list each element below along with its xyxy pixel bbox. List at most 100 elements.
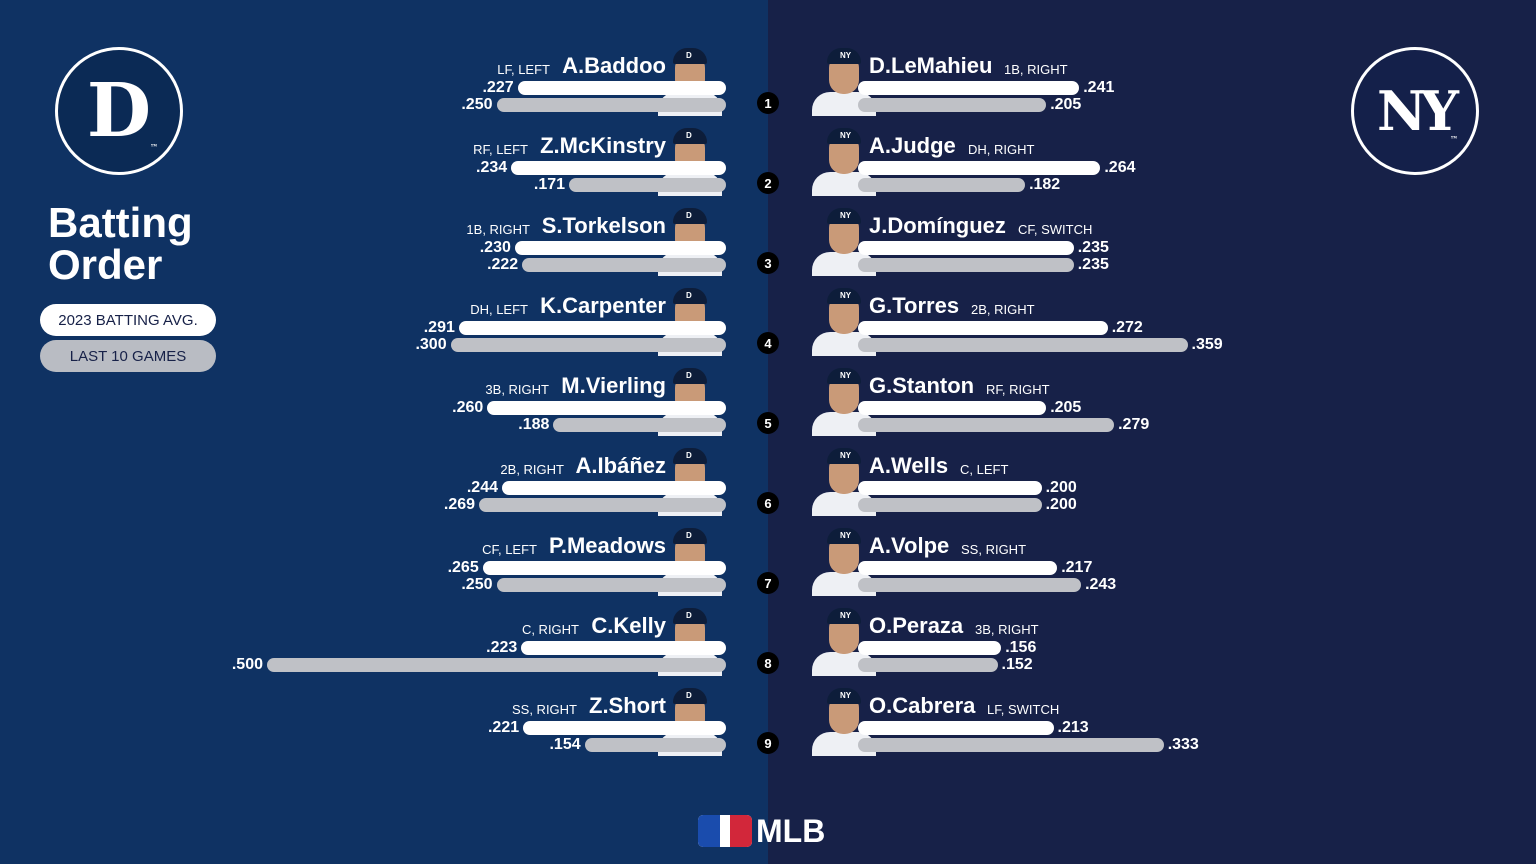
bar-avg [502,481,726,495]
player-position: CF, LEFT [482,542,537,557]
player-name: G.Torres [869,293,960,318]
value-last10: .250 [461,96,493,113]
value-last10: .235 [1077,256,1109,273]
bar-last10 [858,418,1115,432]
value-last10: .500 [231,656,263,673]
bar-avg [858,561,1058,575]
bar-last10 [496,98,726,112]
player-name: A.Volpe [869,533,950,558]
value-avg: .291 [423,319,455,336]
player-position: 3B, RIGHT [485,382,549,397]
legend-secondary: LAST 10 GAMES [40,340,216,372]
value-avg: .213 [1057,719,1089,736]
player-position: LF, LEFT [497,62,550,77]
player-position: SS, RIGHT [961,542,1027,557]
bar-last10 [569,178,726,192]
value-avg: .230 [479,239,511,256]
bar-avg [858,481,1042,495]
player-name: M.Vierling [561,373,666,398]
player-position: RF, RIGHT [986,382,1050,397]
batting-order-number: 3 [757,252,779,274]
bar-avg [517,81,726,95]
page-title: Batting Order [48,199,193,288]
value-last10: .188 [518,416,550,433]
player-name: C.Kelly [591,613,666,638]
player-name: G.Stanton [869,373,975,398]
value-last10: .222 [487,256,519,273]
value-last10: .182 [1029,176,1061,193]
bar-last10 [584,738,726,752]
player-position: 1B, RIGHT [1004,62,1068,77]
player-name: Z.Short [589,693,666,718]
player-position: C, RIGHT [521,622,579,637]
bar-avg [482,561,726,575]
bar-avg [858,321,1108,335]
value-avg: .244 [466,479,498,496]
value-avg: .217 [1061,559,1093,576]
value-avg: .265 [447,559,479,576]
bar-last10 [858,738,1164,752]
value-last10: .279 [1118,416,1150,433]
batting-order-number: 1 [757,92,779,114]
value-last10: .300 [415,336,447,353]
batting-order-number: 2 [757,172,779,194]
player-position: 2B, RIGHT [971,302,1035,317]
player-position: 2B, RIGHT [500,462,564,477]
player-name: Z.McKinstry [540,133,666,158]
batting-order-number: 4 [757,332,779,354]
player-name: A.Wells [869,453,949,478]
mlb-logo: MLB [698,812,826,849]
batting-order-number: 6 [757,492,779,514]
value-last10: .243 [1085,576,1117,593]
bar-avg [514,241,726,255]
player-name: A.Baddoo [562,53,666,78]
value-last10: .333 [1167,736,1199,753]
legend-primary: 2023 BATTING AVG. [40,304,216,336]
bar-last10 [858,578,1082,592]
player-name: A.Judge [869,133,956,158]
player-name: K.Carpenter [540,293,666,318]
value-avg: .241 [1083,79,1115,96]
yankees-logo-icon: NY ™ [1351,47,1479,175]
bar-avg [487,401,726,415]
value-last10: .154 [549,736,581,753]
bar-avg [511,161,726,175]
batting-order-number: 9 [757,732,779,754]
value-avg: .264 [1104,159,1136,176]
value-last10: .250 [461,576,493,593]
bar-avg [858,401,1047,415]
bar-last10 [858,258,1074,272]
player-position: SS, RIGHT [511,702,577,717]
bar-avg [858,81,1080,95]
bar-last10 [553,418,726,432]
tigers-logo-icon: D ™ [55,47,183,175]
mlb-wordmark: MLB [756,812,826,849]
bar-avg [858,641,1002,655]
bar-avg [523,721,726,735]
value-avg: .235 [1077,239,1109,256]
value-last10: .205 [1050,96,1082,113]
player-position: 1B, RIGHT [466,222,530,237]
mlb-logo-icon [698,815,752,847]
value-last10: .152 [1001,656,1033,673]
value-avg: .223 [486,639,518,656]
bar-avg [858,241,1074,255]
player-name: D.LeMahieu [869,53,993,78]
bar-last10 [522,258,726,272]
player-photo: NY [806,440,882,516]
value-avg: .227 [482,79,514,96]
player-name: S.Torkelson [541,213,666,238]
player-name: O.Peraza [869,613,964,638]
player-name: P.Meadows [549,533,666,558]
player-position: RF, LEFT [473,142,528,157]
value-last10: .200 [1045,496,1077,513]
player-position: C, LEFT [960,462,1009,477]
player-photo: NY [806,40,882,116]
bar-last10 [858,498,1042,512]
bar-avg [521,641,726,655]
value-last10: .359 [1191,336,1223,353]
bar-last10 [858,98,1047,112]
bar-last10 [858,338,1188,352]
value-avg: .272 [1111,319,1143,336]
bar-avg [858,161,1101,175]
